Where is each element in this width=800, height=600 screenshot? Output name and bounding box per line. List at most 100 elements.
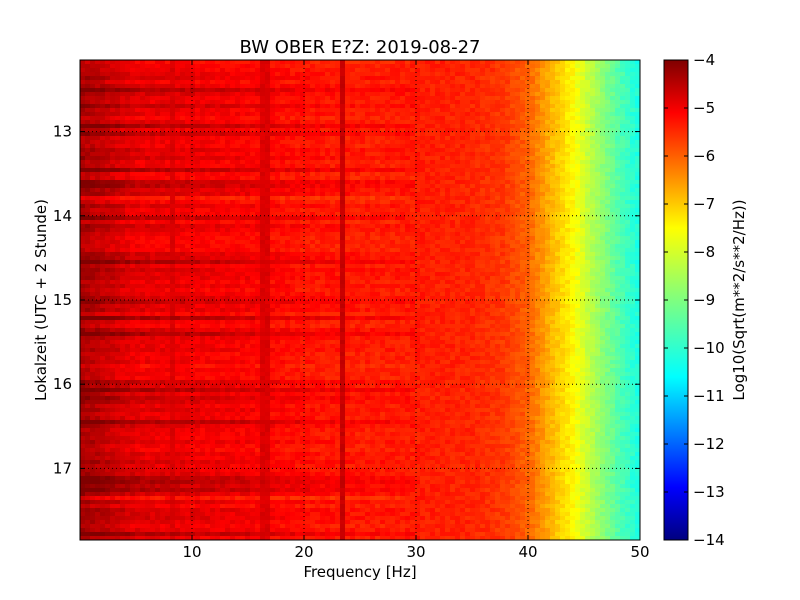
heatmap-cell: [90, 196, 96, 201]
heatmap-cell: [200, 216, 206, 221]
heatmap-cell: [285, 220, 291, 225]
heatmap-cell: [285, 60, 291, 65]
heatmap-cell: [615, 116, 621, 121]
heatmap-cell: [170, 204, 176, 209]
heatmap-cell: [290, 216, 296, 221]
heatmap-cell: [300, 176, 306, 181]
heatmap-cell: [545, 136, 551, 141]
heatmap-cell: [590, 84, 596, 89]
heatmap-cell: [480, 132, 486, 137]
heatmap-cell: [195, 200, 201, 205]
heatmap-cell: [155, 112, 161, 117]
heatmap-cell: [290, 204, 296, 209]
heatmap-cell: [155, 80, 161, 85]
heatmap-cell: [520, 224, 526, 229]
heatmap-cell: [570, 188, 576, 193]
heatmap-cell: [590, 136, 596, 141]
heatmap-cell: [590, 204, 596, 209]
heatmap-cell: [415, 140, 421, 145]
heatmap-cell: [160, 68, 166, 73]
heatmap-cell: [325, 64, 331, 69]
heatmap-cell: [285, 232, 291, 237]
heatmap-cell: [230, 164, 236, 169]
heatmap-cell: [425, 164, 431, 169]
heatmap-cell: [105, 176, 111, 181]
heatmap-cell: [600, 76, 606, 81]
heatmap-cell: [495, 120, 501, 125]
heatmap-cell: [170, 120, 176, 125]
heatmap-cell: [235, 140, 241, 145]
heatmap-cell: [185, 184, 191, 189]
heatmap-cell: [235, 196, 241, 201]
heatmap-cell: [490, 144, 496, 149]
heatmap-cell: [255, 64, 261, 69]
heatmap-cell: [485, 184, 491, 189]
heatmap-cell: [590, 144, 596, 149]
heatmap-cell: [500, 184, 506, 189]
heatmap-cell: [305, 224, 311, 229]
heatmap-cell: [250, 64, 256, 69]
heatmap-cell: [520, 120, 526, 125]
heatmap-cell: [515, 84, 521, 89]
heatmap-cell: [215, 204, 221, 209]
heatmap-cell: [305, 108, 311, 113]
heatmap-cell: [545, 104, 551, 109]
heatmap-cell: [515, 212, 521, 217]
heatmap-cell: [240, 112, 246, 117]
heatmap-cell: [250, 108, 256, 113]
heatmap-cell: [390, 68, 396, 73]
heatmap-cell: [600, 116, 606, 121]
heatmap-cell: [505, 60, 511, 65]
heatmap-cell: [195, 72, 201, 77]
heatmap-cell: [360, 100, 366, 105]
heatmap-cell: [550, 208, 556, 213]
heatmap-cell: [355, 128, 361, 133]
heatmap-cell: [530, 84, 536, 89]
heatmap-cell: [165, 104, 171, 109]
heatmap-cell: [365, 176, 371, 181]
heatmap-cell: [475, 184, 481, 189]
heatmap-cell: [505, 232, 511, 237]
heatmap-cell: [210, 184, 216, 189]
heatmap-cell: [210, 112, 216, 117]
heatmap-cell: [400, 220, 406, 225]
heatmap-cell: [305, 216, 311, 221]
heatmap-cell: [600, 208, 606, 213]
heatmap-cell: [575, 76, 581, 81]
heatmap-cell: [200, 140, 206, 145]
heatmap-cell: [480, 128, 486, 133]
heatmap-cell: [530, 132, 536, 137]
heatmap-cell: [495, 196, 501, 201]
heatmap-cell: [320, 148, 326, 153]
heatmap-cell: [220, 192, 226, 197]
heatmap-cell: [615, 92, 621, 97]
heatmap-cell: [450, 196, 456, 201]
heatmap-cell: [105, 60, 111, 65]
heatmap-cell: [615, 228, 621, 233]
heatmap-cell: [315, 68, 321, 73]
heatmap-cell: [225, 136, 231, 141]
heatmap-cell: [335, 196, 341, 201]
heatmap-cell: [455, 64, 461, 69]
heatmap-cell: [145, 64, 151, 69]
heatmap-cell: [475, 224, 481, 229]
heatmap-cell: [305, 200, 311, 205]
heatmap-cell: [420, 228, 426, 233]
heatmap-cell: [80, 168, 86, 173]
heatmap-cell: [220, 176, 226, 181]
heatmap-cell: [255, 236, 261, 241]
heatmap-cell: [265, 172, 271, 177]
heatmap-cell: [460, 68, 466, 73]
heatmap-cell: [130, 76, 136, 81]
heatmap-cell: [440, 64, 446, 69]
heatmap-cell: [130, 236, 136, 241]
heatmap-cell: [430, 76, 436, 81]
heatmap-cell: [150, 192, 156, 197]
heatmap-cell: [445, 64, 451, 69]
heatmap-cell: [95, 220, 101, 225]
heatmap-cell: [575, 112, 581, 117]
heatmap-cell: [535, 104, 541, 109]
heatmap-cell: [530, 216, 536, 221]
heatmap-cell: [90, 180, 96, 185]
heatmap-cell: [390, 228, 396, 233]
